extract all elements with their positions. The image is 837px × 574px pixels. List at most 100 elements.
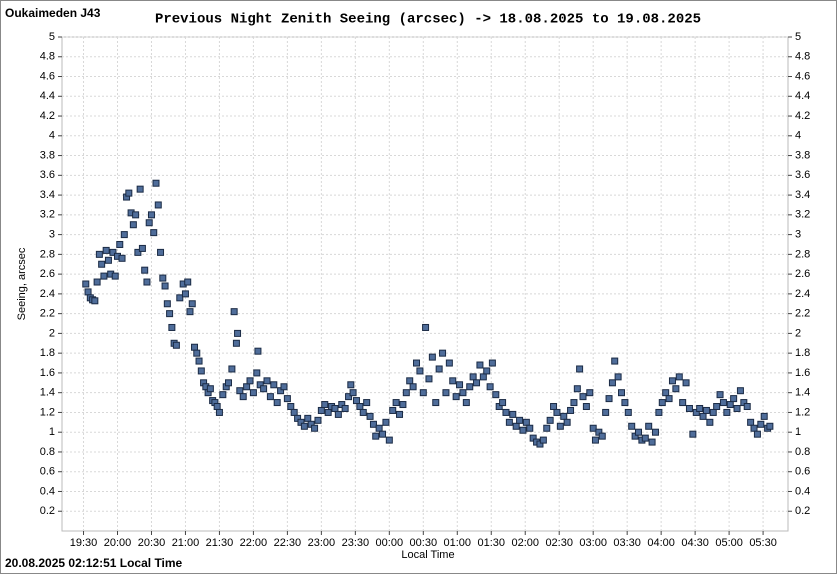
y-tick-label: 1.6: [40, 367, 55, 379]
point: [598, 432, 606, 440]
point: [152, 179, 160, 187]
point: [550, 403, 558, 411]
point: [733, 404, 741, 412]
x-tick-label: 04:30: [681, 537, 709, 549]
point: [492, 391, 500, 399]
point: [372, 432, 380, 440]
y2-tick-label: 2: [795, 327, 801, 339]
point: [760, 412, 768, 420]
point: [702, 406, 710, 414]
point: [176, 294, 184, 302]
point: [147, 211, 155, 219]
point: [766, 422, 774, 430]
point: [432, 399, 440, 407]
point: [509, 410, 517, 418]
x-tick-label: 03:30: [613, 537, 641, 549]
point: [618, 389, 626, 397]
point: [109, 248, 117, 256]
point: [334, 410, 342, 418]
point: [486, 383, 494, 391]
x-tick-label: 05:30: [749, 537, 777, 549]
point: [132, 211, 140, 219]
point: [483, 367, 491, 375]
point: [499, 399, 507, 407]
point: [150, 229, 158, 237]
point: [188, 300, 196, 308]
point: [254, 347, 262, 355]
point: [186, 308, 194, 316]
point: [570, 399, 578, 407]
point: [287, 403, 295, 411]
point: [563, 418, 571, 426]
point: [573, 385, 581, 393]
point: [519, 426, 527, 434]
point: [356, 403, 364, 411]
point: [116, 240, 124, 248]
point: [713, 403, 721, 411]
point: [736, 387, 744, 395]
point: [628, 422, 636, 430]
point: [270, 381, 278, 389]
point: [98, 260, 106, 268]
x-tick-label: 22:30: [274, 537, 302, 549]
y-tick-label: 1: [49, 426, 55, 438]
point: [466, 383, 474, 391]
x-tick-label: 00:00: [376, 537, 404, 549]
point: [589, 424, 597, 432]
point: [243, 383, 251, 391]
point: [516, 416, 524, 424]
y-tick-label: 0.6: [40, 466, 55, 478]
point: [138, 244, 146, 252]
y-tick-label: 4.6: [40, 70, 55, 82]
x-tick-label: 22:00: [240, 537, 268, 549]
point: [699, 412, 707, 420]
point: [543, 424, 551, 432]
point: [363, 399, 371, 407]
point: [428, 353, 436, 361]
y2-tick-label: 1.8: [795, 347, 810, 359]
point: [283, 395, 291, 403]
y2-tick-label: 2.6: [795, 268, 810, 280]
point: [347, 381, 355, 389]
y2-tick-label: 3.6: [795, 169, 810, 181]
y2-tick-label: 0.8: [795, 446, 810, 458]
point: [608, 379, 616, 387]
point: [750, 424, 758, 432]
x-tick-label: 23:30: [342, 537, 370, 549]
point: [419, 389, 427, 397]
point: [449, 377, 457, 385]
point: [154, 201, 162, 209]
y-tick-label: 1.4: [40, 387, 55, 399]
point: [723, 408, 731, 416]
point: [757, 420, 765, 428]
x-tick-label: 03:00: [579, 537, 607, 549]
point: [665, 395, 673, 403]
point: [462, 399, 470, 407]
point: [621, 399, 629, 407]
point: [726, 401, 734, 409]
x-tick-label: 02:00: [511, 537, 539, 549]
point: [157, 248, 165, 256]
point: [184, 278, 192, 286]
x-tick-label: 04:00: [647, 537, 675, 549]
point: [159, 274, 167, 282]
y-tick-label: 4.4: [40, 90, 55, 102]
point: [93, 278, 101, 286]
point: [102, 246, 110, 254]
point: [359, 408, 367, 416]
x-tick-label: 21:30: [206, 537, 234, 549]
point: [82, 280, 90, 288]
point: [234, 329, 242, 337]
point: [213, 403, 221, 411]
point: [396, 410, 404, 418]
point: [224, 379, 232, 387]
point: [422, 323, 430, 331]
y-tick-label: 5: [49, 31, 55, 43]
point: [389, 406, 397, 414]
point: [473, 379, 481, 387]
point: [747, 418, 755, 426]
point: [181, 290, 189, 298]
point: [300, 422, 308, 430]
point: [648, 438, 656, 446]
